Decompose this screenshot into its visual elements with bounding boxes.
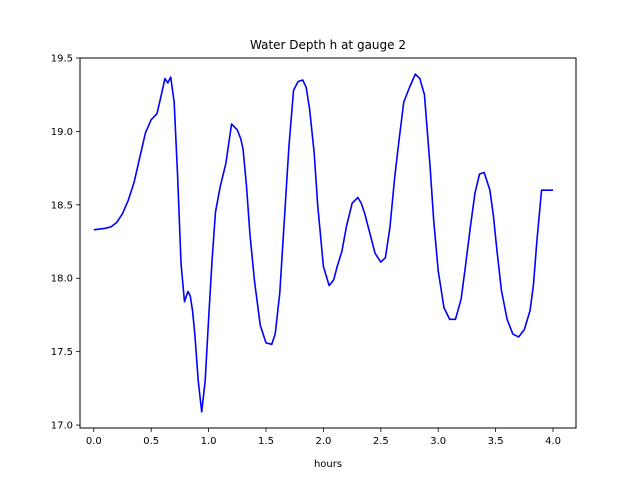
x-axis: 0.0 0.5 1.0 1.5 2.0 2.5 3.0 3.5 4.0 <box>86 428 561 447</box>
y-tick-label: 17.0 <box>51 421 73 432</box>
y-tick-label: 17.5 <box>51 347 73 358</box>
y-tick-label: 19.5 <box>51 54 73 65</box>
series-line-0 <box>93 73 554 413</box>
x-tick-label: 2.5 <box>373 436 389 447</box>
x-tick-label: 2.0 <box>315 436 331 447</box>
y-axis: 17.0 17.5 18.0 18.5 19.0 19.5 <box>51 54 80 432</box>
x-tick-label: 3.5 <box>488 436 504 447</box>
x-tick-label: 4.0 <box>545 436 561 447</box>
y-tick-label: 18.5 <box>51 200 73 211</box>
x-tick-label: 0.0 <box>86 436 102 447</box>
y-tick-label: 18.0 <box>51 274 73 285</box>
x-tick-label: 3.0 <box>430 436 446 447</box>
x-tick-label: 1.0 <box>201 436 217 447</box>
y-tick-label: 19.0 <box>51 127 73 138</box>
series-layer <box>93 73 554 413</box>
plot-frame <box>79 57 577 429</box>
x-tick-label: 0.5 <box>143 436 159 447</box>
x-tick-label: 1.5 <box>258 436 274 447</box>
chart-title: Water Depth h at gauge 2 <box>250 38 406 52</box>
x-axis-label: hours <box>314 459 342 470</box>
